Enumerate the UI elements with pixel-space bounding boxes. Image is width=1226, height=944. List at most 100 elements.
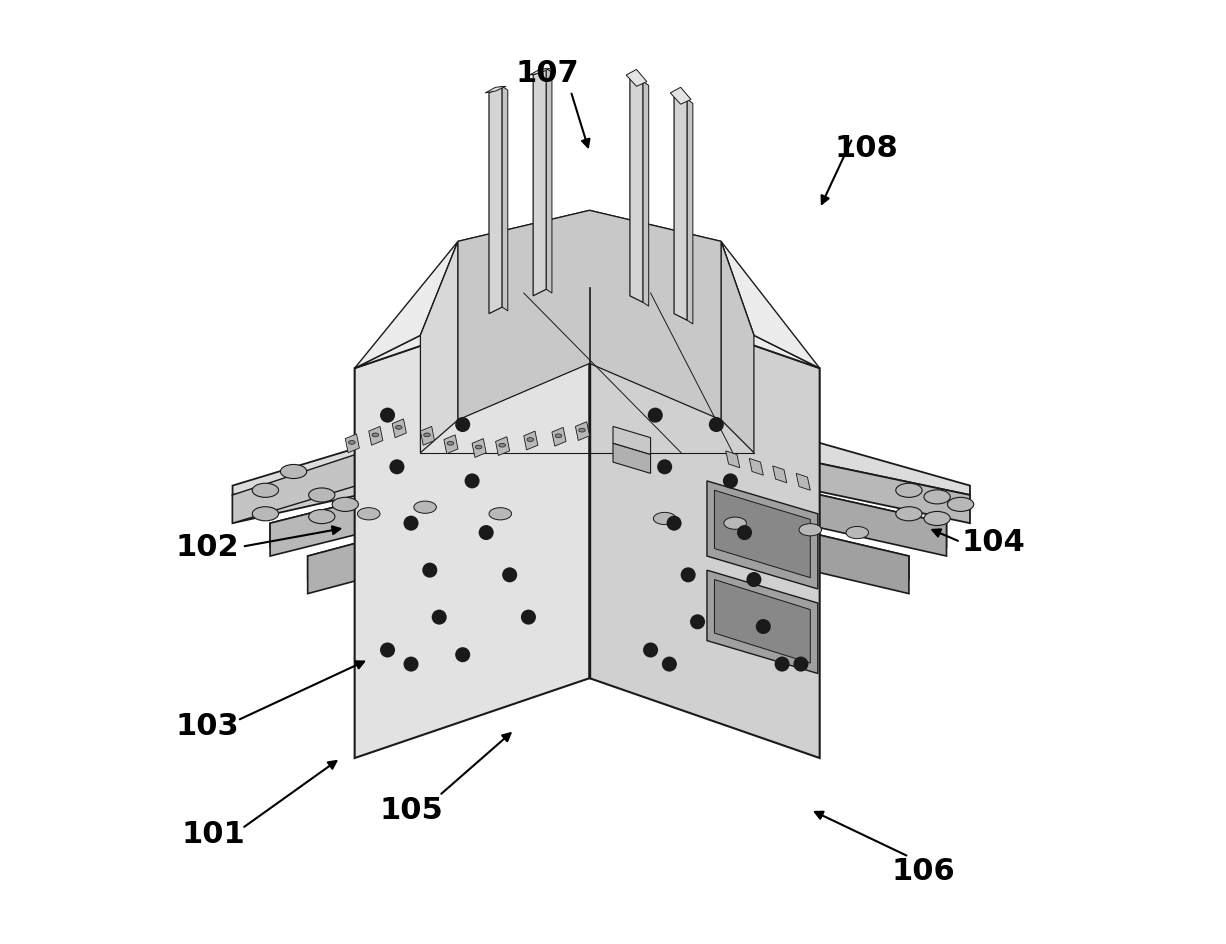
Polygon shape (530, 70, 550, 76)
Ellipse shape (332, 497, 358, 512)
Circle shape (380, 643, 395, 658)
Polygon shape (462, 558, 590, 639)
Polygon shape (472, 439, 487, 458)
Polygon shape (671, 88, 691, 105)
Polygon shape (796, 474, 810, 491)
Circle shape (403, 516, 418, 531)
Circle shape (432, 610, 446, 625)
Ellipse shape (799, 524, 821, 536)
Polygon shape (688, 100, 693, 325)
Ellipse shape (723, 517, 747, 530)
Polygon shape (308, 481, 908, 580)
Polygon shape (444, 435, 459, 454)
Polygon shape (590, 289, 820, 758)
Polygon shape (630, 76, 644, 303)
Polygon shape (421, 242, 459, 453)
Circle shape (737, 526, 752, 541)
Polygon shape (674, 93, 688, 321)
Ellipse shape (555, 434, 562, 438)
Polygon shape (707, 481, 818, 589)
Circle shape (403, 657, 418, 672)
Ellipse shape (527, 438, 533, 442)
Ellipse shape (371, 433, 379, 437)
Polygon shape (613, 427, 651, 455)
Ellipse shape (924, 490, 950, 504)
Circle shape (755, 619, 771, 634)
Polygon shape (485, 87, 506, 93)
Polygon shape (346, 434, 359, 453)
Polygon shape (392, 419, 406, 438)
Polygon shape (590, 529, 777, 624)
Polygon shape (590, 289, 820, 369)
Polygon shape (308, 481, 590, 594)
Polygon shape (524, 431, 538, 450)
Polygon shape (489, 87, 503, 314)
Circle shape (657, 460, 672, 475)
Ellipse shape (358, 508, 380, 520)
Polygon shape (749, 459, 764, 476)
Text: 103: 103 (175, 711, 239, 740)
Ellipse shape (281, 465, 306, 479)
Polygon shape (270, 444, 590, 556)
Polygon shape (533, 70, 547, 296)
Ellipse shape (499, 444, 505, 447)
Polygon shape (233, 379, 970, 496)
Text: 104: 104 (961, 528, 1025, 557)
Circle shape (644, 643, 658, 658)
Polygon shape (590, 415, 970, 524)
Ellipse shape (489, 508, 511, 520)
Ellipse shape (309, 510, 335, 524)
Circle shape (680, 567, 695, 582)
Polygon shape (721, 242, 754, 453)
Polygon shape (707, 570, 818, 674)
Ellipse shape (348, 441, 356, 445)
Polygon shape (626, 71, 647, 87)
Polygon shape (575, 422, 590, 441)
Polygon shape (462, 558, 716, 630)
Polygon shape (354, 289, 590, 369)
Ellipse shape (579, 429, 585, 432)
Circle shape (503, 567, 517, 582)
Polygon shape (270, 444, 946, 548)
Circle shape (465, 474, 479, 489)
Polygon shape (715, 491, 810, 578)
Text: 105: 105 (379, 796, 443, 824)
Polygon shape (590, 481, 908, 594)
Polygon shape (354, 289, 590, 758)
Polygon shape (402, 529, 777, 615)
Ellipse shape (924, 512, 950, 526)
Polygon shape (772, 466, 787, 483)
Circle shape (521, 610, 536, 625)
Polygon shape (726, 451, 739, 468)
Ellipse shape (309, 488, 335, 502)
Polygon shape (459, 211, 721, 420)
Polygon shape (721, 242, 820, 369)
Polygon shape (552, 428, 566, 447)
Ellipse shape (896, 483, 922, 497)
Ellipse shape (396, 426, 402, 430)
Circle shape (380, 408, 395, 423)
Ellipse shape (447, 442, 454, 446)
Circle shape (662, 657, 677, 672)
Circle shape (455, 417, 471, 432)
Ellipse shape (653, 513, 676, 525)
Polygon shape (354, 242, 459, 369)
Ellipse shape (414, 501, 436, 514)
Ellipse shape (253, 483, 278, 497)
Polygon shape (233, 379, 590, 524)
Text: 106: 106 (891, 856, 955, 885)
Polygon shape (503, 87, 508, 312)
Polygon shape (421, 427, 434, 446)
Ellipse shape (948, 497, 973, 512)
Circle shape (747, 572, 761, 587)
Ellipse shape (424, 433, 430, 437)
Text: 107: 107 (515, 59, 579, 88)
Circle shape (422, 563, 438, 578)
Polygon shape (421, 211, 754, 336)
Circle shape (775, 657, 790, 672)
Ellipse shape (896, 507, 922, 521)
Polygon shape (590, 558, 716, 639)
Polygon shape (402, 529, 590, 624)
Polygon shape (233, 415, 590, 524)
Text: 101: 101 (181, 818, 245, 848)
